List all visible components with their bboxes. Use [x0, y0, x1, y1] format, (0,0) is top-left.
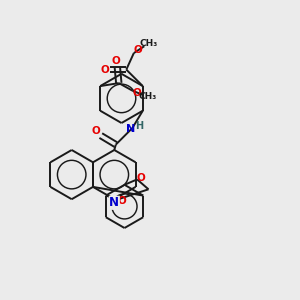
- Text: N: N: [127, 124, 136, 134]
- Text: O: O: [92, 126, 101, 136]
- Text: N: N: [109, 196, 119, 209]
- Text: O: O: [136, 173, 146, 183]
- Text: CH₃: CH₃: [139, 92, 157, 101]
- Text: O: O: [132, 88, 141, 98]
- Text: O: O: [100, 64, 109, 75]
- Text: O: O: [133, 45, 142, 55]
- Text: CH₃: CH₃: [140, 39, 158, 48]
- Text: H: H: [135, 121, 143, 131]
- Text: O: O: [111, 56, 120, 66]
- Text: O: O: [118, 196, 127, 206]
